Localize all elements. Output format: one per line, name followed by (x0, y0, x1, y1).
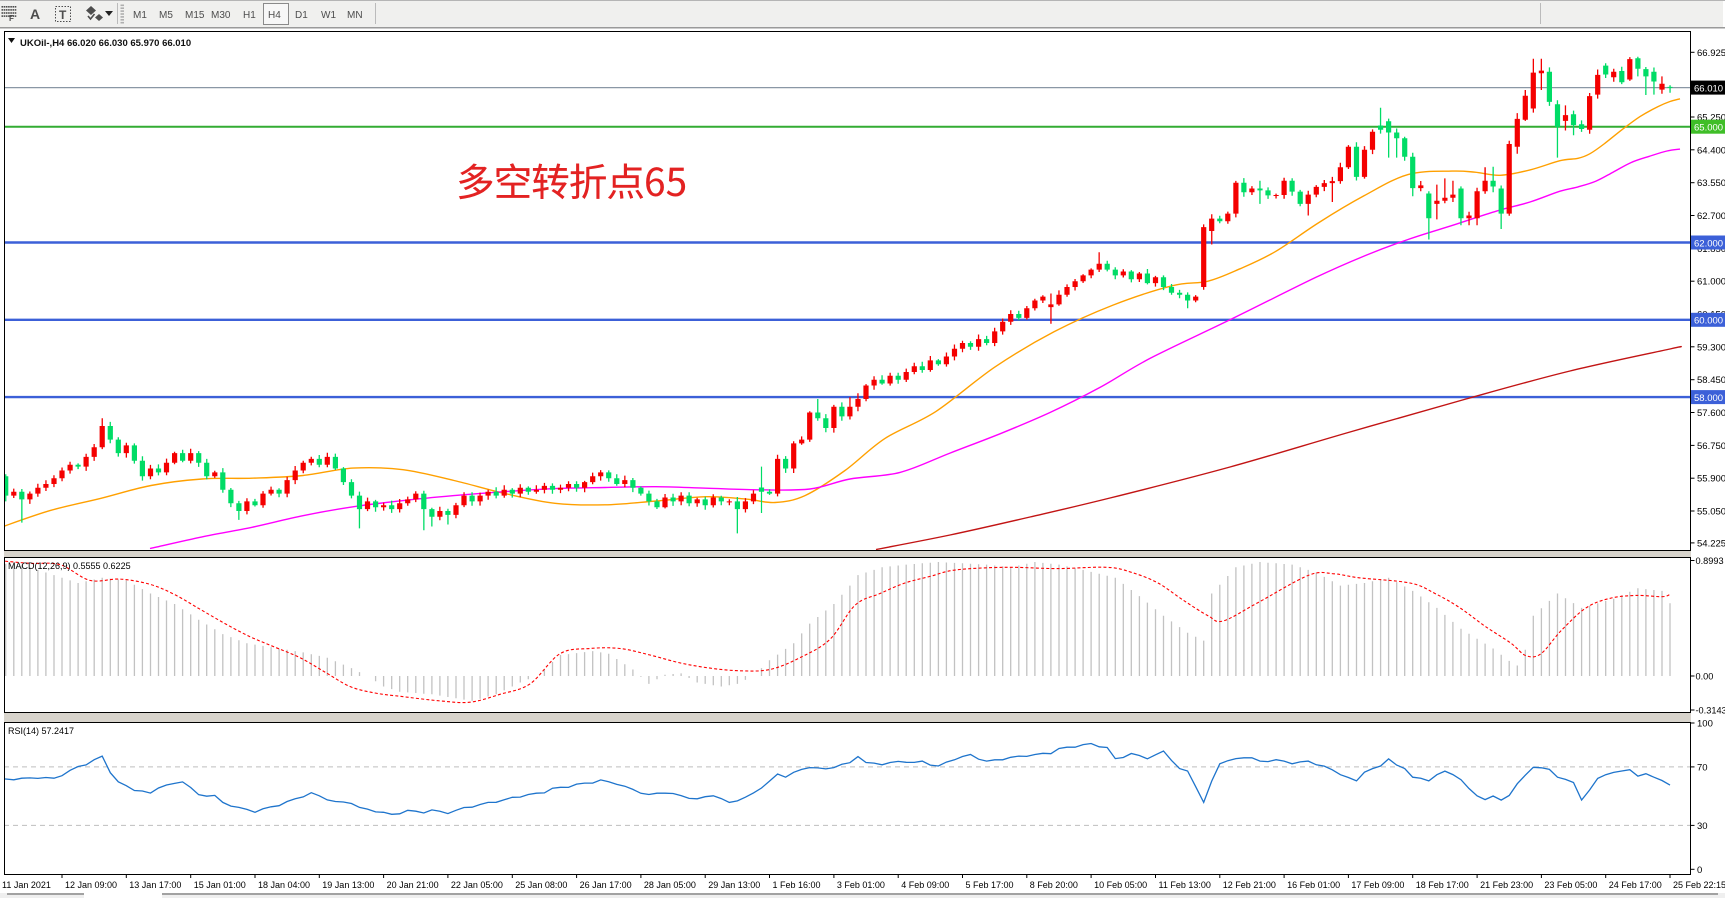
svg-text:25 Jan 08:00: 25 Jan 08:00 (515, 880, 567, 890)
svg-text:W1: W1 (321, 10, 336, 21)
svg-text:15 Jan 01:00: 15 Jan 01:00 (194, 880, 246, 890)
svg-text:MACD(12,26,9) 0.5555 0.6225: MACD(12,26,9) 0.5555 0.6225 (8, 561, 131, 571)
svg-text:12 Jan 09:00: 12 Jan 09:00 (65, 880, 117, 890)
svg-text:65.250: 65.250 (1697, 113, 1725, 124)
svg-text:29 Jan 13:00: 29 Jan 13:00 (708, 880, 760, 890)
svg-text:55.050: 55.050 (1697, 507, 1725, 518)
svg-text:61.000: 61.000 (1697, 277, 1725, 288)
svg-text:21 Feb 23:00: 21 Feb 23:00 (1480, 880, 1533, 890)
svg-text:24 Feb 17:00: 24 Feb 17:00 (1609, 880, 1662, 890)
svg-text:12 Feb 21:00: 12 Feb 21:00 (1223, 880, 1276, 890)
svg-text:13 Jan 17:00: 13 Jan 17:00 (129, 880, 181, 890)
svg-text:20 Jan 21:00: 20 Jan 21:00 (387, 880, 439, 890)
svg-text:A: A (30, 6, 40, 22)
svg-text:57.600: 57.600 (1697, 408, 1725, 419)
svg-text:19 Jan 13:00: 19 Jan 13:00 (322, 880, 374, 890)
svg-text:0.8993: 0.8993 (1696, 556, 1724, 566)
svg-text:54.225: 54.225 (1697, 538, 1725, 549)
svg-text:M15: M15 (185, 10, 205, 21)
svg-text:H1: H1 (243, 10, 256, 21)
svg-text:16 Feb 01:00: 16 Feb 01:00 (1287, 880, 1340, 890)
svg-text:T: T (59, 8, 67, 22)
svg-text:18 Jan 04:00: 18 Jan 04:00 (258, 880, 310, 890)
svg-text:1 Feb 16:00: 1 Feb 16:00 (773, 880, 821, 890)
svg-text:26 Jan 17:00: 26 Jan 17:00 (580, 880, 632, 890)
svg-text:18 Feb 17:00: 18 Feb 17:00 (1416, 880, 1469, 890)
svg-text:F: F (9, 14, 14, 23)
svg-text:D1: D1 (295, 10, 308, 21)
svg-text:60.000: 60.000 (1694, 316, 1723, 327)
svg-text:28 Jan 05:00: 28 Jan 05:00 (644, 880, 696, 890)
svg-text:100: 100 (1697, 719, 1713, 730)
svg-text:58.000: 58.000 (1694, 393, 1723, 404)
svg-text:63.550: 63.550 (1697, 178, 1725, 189)
svg-text:66.010: 66.010 (1694, 83, 1723, 94)
svg-text:64.400: 64.400 (1697, 145, 1725, 156)
svg-text:65.000: 65.000 (1694, 123, 1723, 134)
svg-text:0.00: 0.00 (1696, 672, 1714, 682)
svg-text:-0.3143: -0.3143 (1696, 706, 1725, 716)
svg-text:55.900: 55.900 (1697, 474, 1725, 485)
svg-text:25 Feb 22:15: 25 Feb 22:15 (1673, 880, 1725, 890)
svg-text:23 Feb 05:00: 23 Feb 05:00 (1544, 880, 1597, 890)
svg-text:0: 0 (1697, 865, 1702, 876)
svg-text:RSI(14) 57.2417: RSI(14) 57.2417 (8, 726, 74, 736)
svg-text:5 Feb 17:00: 5 Feb 17:00 (966, 880, 1014, 890)
svg-text:66.925: 66.925 (1697, 48, 1725, 59)
svg-text:10 Feb 05:00: 10 Feb 05:00 (1094, 880, 1147, 890)
svg-text:8 Feb 20:00: 8 Feb 20:00 (1030, 880, 1078, 890)
svg-text:H4: H4 (268, 10, 281, 21)
svg-text:4 Feb 09:00: 4 Feb 09:00 (901, 880, 949, 890)
svg-text:22 Jan 05:00: 22 Jan 05:00 (451, 880, 503, 890)
svg-text:56.750: 56.750 (1697, 441, 1725, 452)
svg-text:70: 70 (1697, 762, 1708, 773)
svg-text:11 Feb 13:00: 11 Feb 13:00 (1159, 880, 1211, 890)
svg-text:3 Feb 01:00: 3 Feb 01:00 (837, 880, 885, 890)
svg-text:62.700: 62.700 (1697, 211, 1725, 222)
svg-text:M1: M1 (133, 10, 147, 21)
svg-text:11 Jan 2021: 11 Jan 2021 (2, 880, 51, 890)
svg-text:59.300: 59.300 (1697, 342, 1725, 353)
svg-text:17 Feb 09:00: 17 Feb 09:00 (1351, 880, 1404, 890)
svg-text:M30: M30 (211, 10, 231, 21)
svg-text:62.000: 62.000 (1694, 238, 1723, 249)
svg-text:58.450: 58.450 (1697, 375, 1725, 386)
svg-text:MN: MN (347, 10, 363, 21)
svg-text:30: 30 (1697, 821, 1708, 832)
svg-text:M5: M5 (159, 10, 173, 21)
svg-text:UKOil-,H4 66.020 66.030 65.97: UKOil-,H4 66.020 66.030 65.970 66.010 (20, 38, 191, 49)
